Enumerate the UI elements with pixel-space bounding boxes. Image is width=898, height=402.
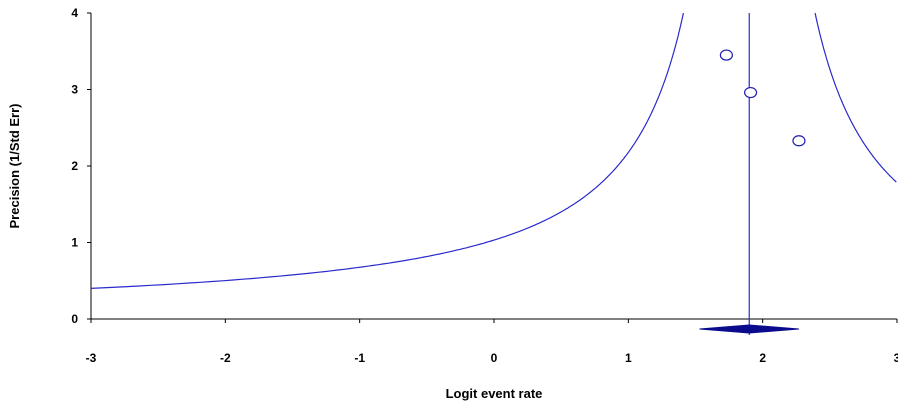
pooled-diamond-shape [699,324,799,334]
x-axis-title: Logit event rate [446,386,543,401]
y-axis-title: Precision (1/Std Err) [7,104,22,229]
y-tick-label: 1 [71,236,78,250]
study-point [743,86,758,99]
x-tick-label: 3 [894,351,898,365]
pooled-diamond [699,324,799,334]
y-tick-label: 2 [71,159,78,173]
funnel-lines [90,12,897,335]
plot-area [90,13,897,320]
y-axis-ticks: 0 1 2 3 4 [71,6,91,326]
study-point [792,135,806,147]
y-tick-label: 3 [71,83,78,97]
x-tick-label: -1 [354,351,365,365]
funnel-right-boundary [814,12,897,183]
y-tick-label: 0 [71,312,78,326]
x-axis-ticks: -3 -2 -1 0 1 2 3 [86,319,898,365]
study-point [719,49,733,61]
y-tick-label: 4 [71,6,78,20]
x-tick-label: 1 [625,351,632,365]
x-tick-label: 0 [491,351,498,365]
x-tick-label: -3 [86,351,97,365]
x-tick-label: 2 [759,351,766,365]
study-points [719,49,806,147]
funnel-left-boundary [90,12,684,289]
x-tick-label: -2 [220,351,231,365]
